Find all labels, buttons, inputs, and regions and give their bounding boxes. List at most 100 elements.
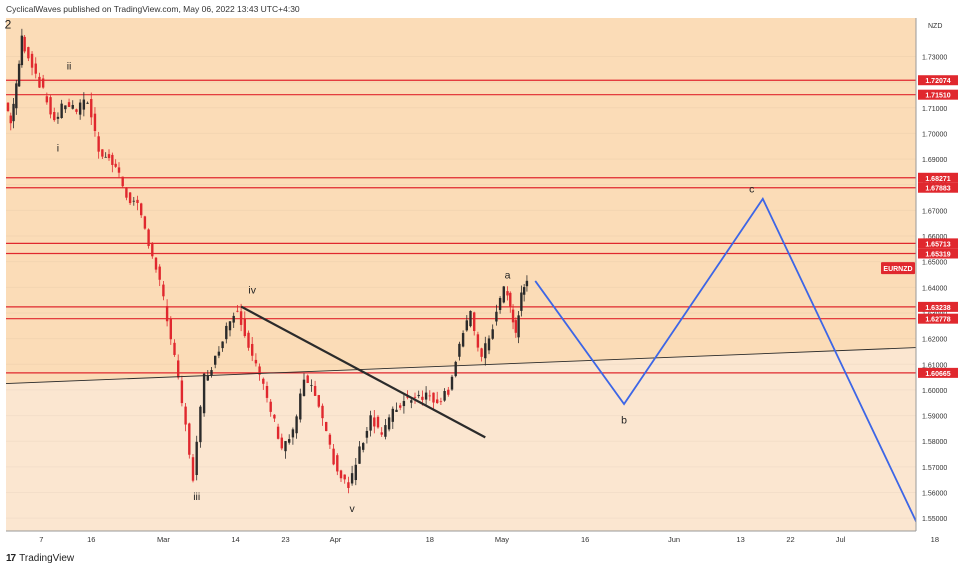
chart-background [6, 18, 916, 531]
level-badge [918, 301, 958, 312]
candle-body [239, 311, 243, 325]
level-badge-label: 1.63238 [925, 305, 950, 312]
time-tick-label: 14 [231, 535, 239, 544]
candle-body [38, 76, 41, 88]
candle-body [12, 103, 15, 122]
time-tick-label: May [495, 535, 509, 544]
candle-body [413, 396, 417, 398]
candle-body [199, 406, 202, 443]
candle-body [339, 470, 343, 479]
candle-body [520, 292, 523, 311]
candle-body [343, 474, 346, 480]
candle-body [71, 104, 74, 109]
candle-body [93, 113, 97, 132]
candle-body [273, 414, 276, 419]
candle-body [421, 396, 424, 400]
tradingview-logo-icon: 17 [6, 553, 16, 564]
footer-brand[interactable]: 17 TradingView [6, 553, 74, 564]
wave-label-b: b [621, 414, 627, 426]
price-tick-label: 1.73000 [922, 54, 947, 61]
candle-body [121, 176, 124, 187]
time-tick-label: 23 [281, 535, 289, 544]
candle-body [41, 78, 45, 88]
candle-body [191, 457, 195, 481]
level-badge [918, 367, 958, 378]
candle-body [306, 375, 309, 383]
time-tick-label: Mar [157, 535, 170, 544]
time-tick-label: 13 [736, 535, 744, 544]
wave-label-iv: iv [248, 285, 256, 297]
level-badge [918, 89, 958, 100]
candle-body [369, 415, 372, 431]
candle-body [325, 421, 328, 432]
candle-body [376, 416, 380, 428]
candle-body [132, 200, 135, 202]
candle-body [158, 266, 161, 280]
candle-body [454, 361, 457, 377]
wave-label-a: a [505, 269, 511, 281]
level-badge-label: 1.68271 [925, 176, 950, 183]
time-tick-label: 16 [581, 535, 589, 544]
candle-body [104, 156, 107, 158]
candle-body [332, 448, 335, 465]
time-tick-label: 7 [39, 535, 43, 544]
price-tick-label: 1.66000 [922, 234, 947, 241]
candle-body [484, 343, 487, 359]
candle-body [265, 385, 269, 398]
candle-body [384, 425, 387, 437]
trendlines [5, 305, 917, 439]
candle-body [162, 284, 165, 297]
candle-body [86, 102, 89, 104]
candle-body [64, 105, 67, 110]
symbol-badge [881, 262, 915, 275]
level-badge [918, 75, 958, 86]
symbol-badge-label: EURNZD [883, 266, 912, 273]
candle-body [147, 229, 150, 247]
candle-body [30, 53, 34, 68]
price-tick-label: 1.55000 [922, 516, 947, 523]
candle-body [506, 291, 509, 296]
candle-body [432, 392, 435, 403]
price-tick-label: 1.62000 [922, 337, 947, 344]
candle-body [347, 482, 350, 488]
candles [6, 28, 529, 494]
candle-body [151, 242, 154, 257]
price-tick-label: 1.71000 [922, 106, 947, 113]
candle-body [417, 394, 420, 397]
wave-label-iii: iii [193, 491, 200, 503]
candle-body [180, 380, 184, 404]
candle-body [410, 400, 413, 403]
time-tick-label: Jun [668, 535, 680, 544]
candle-body [117, 167, 121, 173]
candle-body [280, 437, 283, 449]
candle-body [299, 393, 302, 420]
price-tick-label: 1.58000 [922, 439, 947, 446]
candle-body [75, 109, 78, 112]
candle-body [82, 99, 86, 110]
candle-body [491, 329, 494, 339]
candle-body [362, 443, 365, 450]
price-tick-label: 1.70000 [922, 131, 947, 138]
candle-body [210, 370, 213, 376]
candle-body [480, 348, 483, 357]
candle-body [487, 338, 491, 351]
wave-label-ii: ii [67, 60, 72, 72]
candle-body [436, 399, 439, 404]
candle-body [202, 373, 206, 414]
candle-body [399, 405, 402, 408]
candle-body [177, 360, 180, 378]
candle-body [443, 391, 446, 401]
candle-body [114, 163, 117, 167]
candle-body [321, 405, 324, 419]
candle-body [128, 192, 132, 204]
candle-body [380, 432, 383, 435]
candle-body [514, 320, 518, 333]
wave-trendline [240, 305, 486, 439]
level-badge-label: 1.71510 [925, 93, 950, 100]
candle-body [169, 318, 172, 340]
level-badge-label: 1.65319 [925, 251, 950, 258]
level-badge [918, 172, 958, 183]
candle-body [276, 426, 280, 439]
candle-body [140, 203, 143, 216]
